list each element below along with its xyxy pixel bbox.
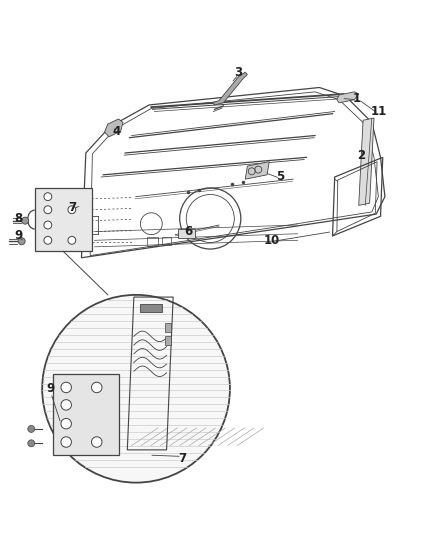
Circle shape [21,217,28,224]
Circle shape [28,425,35,432]
Polygon shape [359,118,374,205]
Circle shape [18,238,25,245]
Circle shape [92,382,102,393]
Text: 10: 10 [263,234,279,247]
Text: 3: 3 [235,66,243,79]
Text: 7: 7 [69,201,77,214]
Polygon shape [35,188,92,251]
Text: 6: 6 [184,225,193,238]
Text: 2: 2 [357,149,365,161]
Text: 11: 11 [370,105,386,118]
Polygon shape [245,161,269,179]
FancyBboxPatch shape [165,336,171,345]
Circle shape [68,236,76,244]
Text: 8: 8 [14,212,22,225]
Circle shape [61,400,71,410]
Polygon shape [53,374,119,455]
Text: 9: 9 [47,382,55,395]
Circle shape [44,221,52,229]
Text: 5: 5 [276,171,284,183]
Circle shape [61,437,71,447]
Polygon shape [141,304,162,312]
Circle shape [42,295,230,482]
Text: 4: 4 [112,125,120,138]
Circle shape [44,193,52,200]
FancyBboxPatch shape [177,229,195,238]
Circle shape [92,437,102,447]
Circle shape [68,206,76,214]
Text: 7: 7 [178,452,186,465]
Circle shape [61,382,71,393]
Circle shape [44,206,52,214]
Circle shape [44,236,52,244]
Polygon shape [212,72,247,105]
Circle shape [28,440,35,447]
FancyBboxPatch shape [165,323,171,332]
Text: 9: 9 [14,229,22,243]
Text: 1: 1 [353,92,360,105]
Polygon shape [105,119,123,137]
Polygon shape [337,92,359,103]
Circle shape [61,418,71,429]
